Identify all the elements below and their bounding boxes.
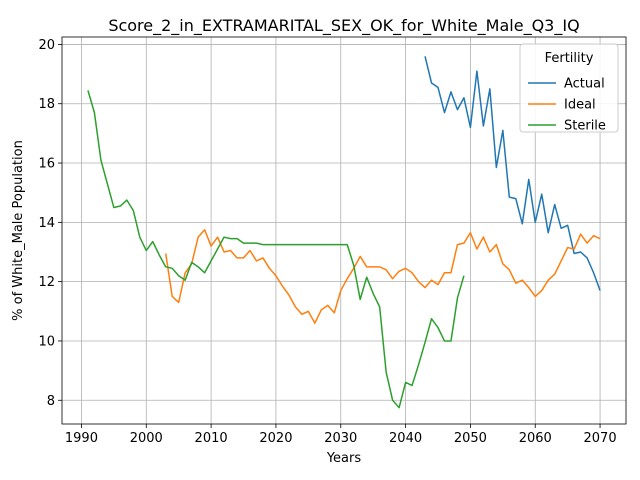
legend-title: Fertility	[545, 51, 594, 66]
x-tick-label: 2030	[324, 431, 357, 446]
y-tick-label: 20	[38, 38, 55, 53]
series-line-actual	[424, 56, 601, 291]
y-tick-label: 10	[38, 334, 55, 349]
legend-label-ideal: Ideal	[564, 98, 596, 113]
x-tick-label: 2000	[130, 431, 163, 446]
x-tick-label: 2050	[454, 431, 487, 446]
x-tick-label: 2040	[389, 431, 422, 446]
x-tick-label: 2070	[584, 431, 617, 446]
x-axis-title: Years	[326, 451, 362, 466]
series-line-sterile	[87, 90, 465, 409]
y-axis-title: % of White_Male Population	[11, 140, 26, 321]
legend: Fertility Actual Ideal Sterile	[519, 43, 619, 134]
grid	[62, 37, 626, 424]
y-tick-label: 8	[47, 394, 55, 409]
x-tick-label: 1990	[65, 431, 98, 446]
y-tick-label: 12	[38, 275, 55, 290]
y-tick-label: 14	[38, 216, 55, 231]
series-lines	[87, 56, 601, 409]
x-tick-label: 2020	[259, 431, 292, 446]
series-line-ideal	[164, 229, 601, 324]
x-tick-label: 2060	[519, 431, 552, 446]
x-tick-label: 2010	[195, 431, 228, 446]
chart-title: Score_2_in_EXTRAMARITAL_SEX_OK_for_White…	[108, 16, 579, 36]
y-tick-label: 18	[38, 97, 55, 112]
axis-ticks: 1990 2000 2010 2020 2030 2040 2050 2060 2070 8 10 1…	[38, 38, 616, 446]
plot-frame	[61, 36, 627, 425]
legend-box	[519, 43, 619, 133]
legend-label-sterile: Sterile	[564, 119, 606, 134]
y-tick-label: 16	[38, 157, 55, 172]
legend-label-actual: Actual	[564, 77, 605, 92]
